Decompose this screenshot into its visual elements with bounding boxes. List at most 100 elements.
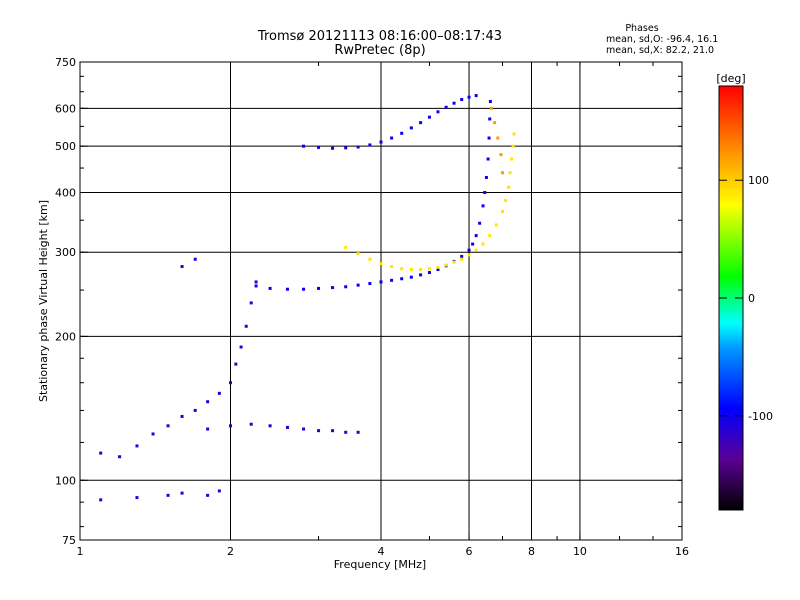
- x-tick-label: 2: [227, 545, 234, 558]
- data-point: [474, 234, 478, 238]
- data-point: [419, 121, 423, 125]
- data-point: [481, 242, 485, 246]
- data-point: [436, 110, 440, 114]
- data-point: [368, 282, 372, 286]
- data-point: [471, 242, 475, 246]
- data-point: [419, 273, 423, 277]
- data-point: [99, 451, 103, 455]
- data-point: [344, 430, 348, 434]
- data-point: [244, 324, 248, 328]
- data-point: [508, 171, 512, 175]
- data-point: [444, 105, 448, 109]
- data-point: [452, 101, 456, 105]
- data-point: [390, 136, 394, 140]
- data-point: [331, 429, 335, 433]
- data-point: [481, 204, 485, 208]
- data-point: [460, 257, 464, 261]
- data-point: [193, 408, 197, 412]
- data-point: [488, 117, 492, 121]
- data-point: [488, 234, 492, 238]
- data-point: [368, 143, 372, 147]
- x-tick-label: 10: [573, 545, 587, 558]
- data-point: [344, 245, 348, 249]
- y-tick-label: 300: [55, 246, 76, 259]
- data-point: [317, 429, 321, 433]
- data-point: [460, 254, 464, 258]
- data-point: [193, 257, 197, 261]
- data-point: [229, 424, 232, 428]
- data-point: [486, 157, 490, 161]
- data-point: [368, 257, 372, 261]
- data-point: [254, 284, 258, 288]
- data-point: [206, 400, 210, 404]
- data-point: [467, 253, 471, 257]
- data-point: [488, 100, 492, 104]
- data-point: [467, 95, 471, 99]
- data-point: [436, 265, 440, 269]
- data-point: [484, 175, 488, 179]
- y-tick-label: 75: [62, 534, 76, 547]
- data-point: [452, 260, 456, 264]
- data-point: [427, 267, 431, 271]
- data-point: [478, 221, 482, 225]
- data-point: [217, 489, 221, 493]
- data-point: [379, 262, 383, 266]
- data-point: [501, 210, 505, 214]
- data-point: [206, 493, 210, 497]
- data-point: [494, 223, 498, 227]
- data-point: [356, 145, 360, 149]
- colorbar-label: [deg]: [716, 72, 745, 85]
- data-point: [510, 157, 514, 161]
- data-point: [166, 424, 170, 428]
- plot-frame: [79, 61, 683, 541]
- data-point: [444, 263, 448, 267]
- data-point: [302, 427, 306, 431]
- chart-subtitle: RwPretec (8p): [334, 43, 425, 58]
- colorbar-tick-label: 0: [748, 292, 755, 305]
- data-point: [427, 271, 431, 275]
- data-point: [234, 362, 238, 366]
- phase-stats-o: mean, sd,O: -96.4, 16.1: [606, 34, 718, 45]
- data-point: [390, 265, 394, 269]
- data-marks: [99, 94, 516, 502]
- data-point: [331, 286, 335, 290]
- data-point: [151, 432, 155, 436]
- data-point: [356, 283, 360, 287]
- data-point: [512, 132, 516, 136]
- gridlines: [80, 62, 682, 540]
- data-point: [400, 131, 404, 135]
- y-tick-label: 200: [55, 330, 76, 343]
- data-point: [409, 126, 413, 130]
- colorbar-tick-label: -100: [748, 410, 773, 423]
- colorbar-tick-label: 100: [748, 174, 769, 187]
- data-point: [331, 146, 335, 150]
- data-point: [180, 414, 184, 418]
- data-point: [99, 498, 103, 502]
- x-tick-label: 6: [466, 545, 473, 558]
- x-tick-label: 16: [675, 545, 689, 558]
- data-point: [487, 136, 491, 140]
- x-tick-label: 4: [378, 545, 385, 558]
- data-point: [268, 286, 272, 290]
- data-point: [379, 280, 383, 284]
- data-point: [511, 144, 515, 148]
- phase-stats-x: mean, sd,X: 82.2, 21.0: [606, 45, 714, 56]
- y-axis-label: Stationary phase Virtual Height [km]: [37, 200, 50, 402]
- data-point: [206, 427, 210, 431]
- data-point: [135, 444, 139, 448]
- data-point: [493, 121, 497, 125]
- data-point: [379, 140, 383, 144]
- data-point: [118, 455, 122, 459]
- data-point: [507, 185, 511, 189]
- data-point: [499, 153, 503, 157]
- data-point: [504, 198, 508, 202]
- phase-stats-heading: Phases: [625, 23, 658, 34]
- y-tick-label: 750: [55, 56, 76, 69]
- data-point: [467, 248, 471, 252]
- data-point: [217, 391, 221, 395]
- x-tick-label: 1: [77, 545, 84, 558]
- data-point: [390, 278, 394, 282]
- y-tick-label: 600: [55, 102, 76, 115]
- data-point: [135, 496, 139, 500]
